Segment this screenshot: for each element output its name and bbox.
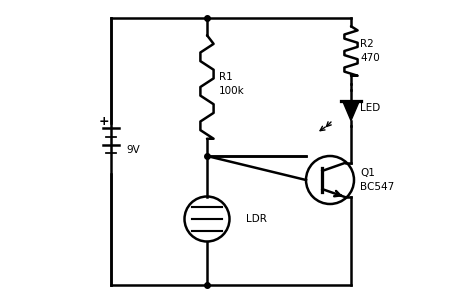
Text: 9V: 9V: [126, 145, 140, 155]
Text: +: +: [98, 115, 109, 128]
Text: LED: LED: [360, 103, 380, 113]
Polygon shape: [343, 101, 359, 121]
Text: R1
100k: R1 100k: [219, 72, 245, 96]
Text: Q1
BC547: Q1 BC547: [360, 168, 394, 192]
Text: R2
470: R2 470: [360, 39, 380, 63]
Text: LDR: LDR: [246, 214, 267, 224]
